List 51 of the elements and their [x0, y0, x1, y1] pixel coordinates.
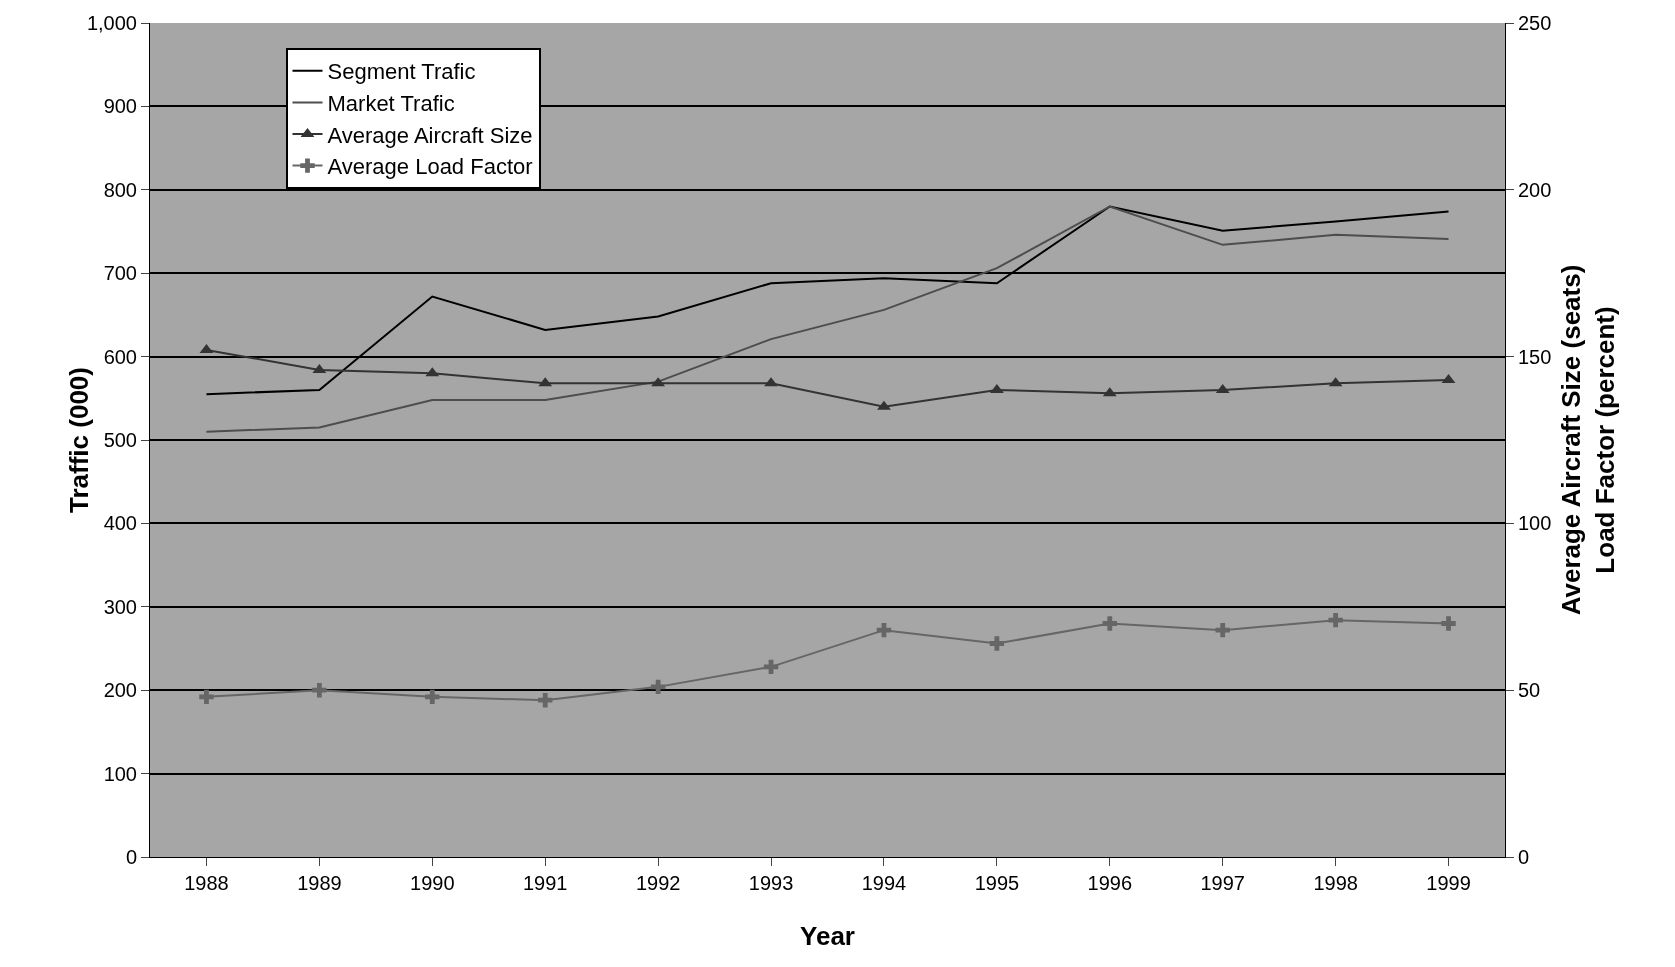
x-tick-label: 1996 [1087, 872, 1133, 894]
x-tick-label: 1988 [184, 872, 229, 894]
y2-axis-title: Average Aircraft Size (seats) Load Factor (percent) [1556, 264, 1620, 616]
point [876, 622, 892, 638]
point [763, 659, 779, 675]
y-axis-title: Traffic (000) [64, 367, 94, 513]
y2-tick-label: 150 [1518, 345, 1552, 368]
y2-tick-label: 0 [1518, 846, 1530, 868]
x-tick-label: 1991 [522, 872, 568, 894]
point [1328, 612, 1343, 628]
point [1102, 616, 1117, 631]
x-tick-label: 1990 [410, 872, 455, 894]
point [1441, 616, 1456, 631]
y-tick-label: 400 [103, 512, 137, 535]
y-tick-label: 800 [103, 178, 137, 201]
y-tick-label: 200 [103, 679, 137, 702]
y2-tick-label: 250 [1518, 12, 1552, 34]
point [764, 377, 778, 387]
point [877, 400, 891, 410]
x-axis-title: Year [800, 921, 855, 951]
x-tick-label: 1993 [748, 872, 794, 894]
point [199, 689, 214, 705]
y-tick-label: 1,000 [86, 12, 137, 34]
line-series [205, 205, 1450, 433]
x-tick-label: 1992 [635, 872, 681, 894]
point [1215, 622, 1230, 638]
y-tick-label: 700 [103, 262, 137, 285]
x-tick-label: 1999 [1426, 872, 1471, 894]
x-tick-label: 1994 [861, 872, 907, 894]
y2-tick-label: 200 [1518, 178, 1552, 201]
y-tick-label: 500 [103, 429, 137, 451]
point [425, 689, 440, 705]
x-tick-label: 1995 [974, 872, 1020, 894]
x-tick-label: 1989 [297, 872, 342, 894]
point [312, 683, 327, 698]
y-tick-label: 0 [125, 846, 137, 868]
legend-label: Average Aircraft Size [327, 122, 533, 148]
point [650, 679, 666, 695]
x-tick-label: 1998 [1313, 872, 1358, 894]
legend-label: Average Load Factor [327, 154, 533, 180]
legend-label: Market Trafic [327, 91, 455, 116]
y2-tick-label: 100 [1518, 512, 1552, 535]
point [538, 693, 553, 708]
y-tick-label: 300 [103, 595, 137, 618]
y-tick-label: 600 [103, 345, 137, 368]
x-tick-label: 1997 [1200, 872, 1245, 894]
y-tick-label: 100 [103, 762, 137, 785]
y-tick-label: 900 [103, 95, 137, 118]
y2-tick-label: 50 [1518, 679, 1541, 702]
point [989, 636, 1005, 651]
legend-label: Segment Trafic [327, 59, 476, 85]
